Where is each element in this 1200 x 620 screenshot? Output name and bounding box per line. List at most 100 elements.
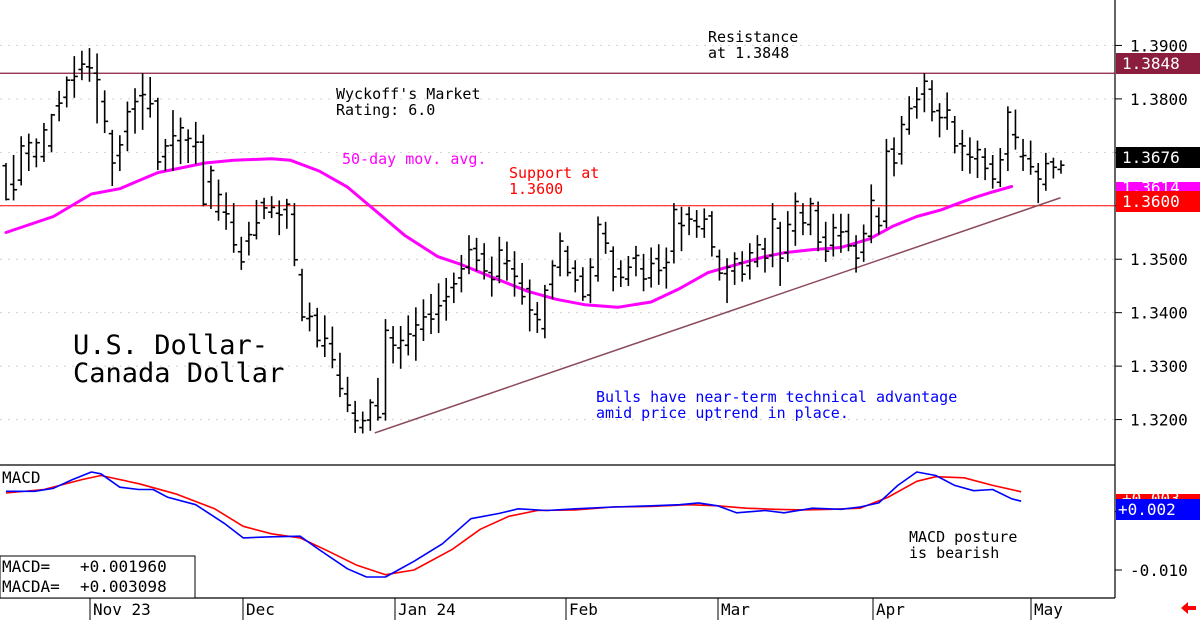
ohlc-bar: [776, 221, 784, 286]
ohlc-bar: [920, 73, 928, 113]
macd-readout: MACD= +0.001960 MACDA= +0.003098: [0, 555, 196, 599]
ohlc-bar: [252, 199, 260, 240]
ohlc-bar: [723, 258, 731, 304]
ohlc-bar: [260, 197, 268, 220]
ohlc-bar: [290, 203, 298, 267]
back-arrow-icon[interactable]: [1181, 602, 1196, 614]
ohlc-bar: [898, 115, 906, 165]
ohlc-bar: [397, 326, 405, 369]
ohlc-bar: [427, 293, 435, 335]
ohlc-bar: [177, 117, 185, 165]
ohlc-bar: [693, 210, 701, 238]
ohlc-bar: [169, 110, 177, 172]
ohlc-bar: [564, 245, 572, 277]
macda-readout-label: MACDA=: [2, 577, 60, 596]
ohlc-bar: [419, 299, 427, 341]
ohlc-bar: [844, 213, 852, 252]
ohlc-bar: [746, 243, 754, 280]
chart-title-line-1: U.S. Dollar-: [73, 330, 268, 361]
ohlc-bar: [700, 208, 708, 238]
macd-tag-text: +0.002: [1118, 500, 1176, 519]
ohlc-bar: [571, 260, 579, 293]
ohlc-bar: [154, 97, 162, 170]
ohlc-bar: [913, 87, 921, 119]
ohlc-bar: [1057, 160, 1065, 174]
support-label-line-1: Support at: [509, 164, 599, 182]
ma-label: 50-day mov. avg.: [342, 150, 487, 168]
resistance-tag-text: 1.3848: [1122, 54, 1180, 73]
ohlc-bar: [215, 179, 223, 221]
ohlc-bar: [860, 224, 868, 262]
ohlc-bar: [55, 90, 63, 122]
ohlc-bar: [511, 251, 519, 297]
ohlc-bar: [328, 326, 336, 369]
ohlc-bar: [867, 184, 875, 244]
ohlc-bar: [495, 236, 503, 284]
ohlc-bar: [617, 260, 625, 288]
ohlc-bar: [731, 252, 739, 285]
ohlc-bar: [366, 399, 374, 431]
ohlc-bar: [556, 232, 564, 277]
ohlc-bar: [678, 206, 686, 252]
ohlc-bar: [602, 221, 610, 254]
outlook-note-line-2: amid price uptrend in place.: [596, 404, 849, 422]
ohlc-bar: [989, 155, 997, 189]
ohlc-bar: [761, 237, 769, 273]
macd-panel-title: MACD: [2, 468, 41, 487]
macd-panel: 0.000-0.010 MACD +0.003 +0.002 MACD= +0.…: [0, 468, 1200, 599]
resistance-label-line-1: Resistance: [708, 28, 798, 46]
macda-line: [5, 474, 1022, 576]
ohlc-bar: [670, 203, 678, 264]
x-axis-label: Jan 24: [398, 600, 456, 619]
ohlc-bar: [146, 76, 154, 118]
ohlc-bar: [404, 315, 412, 356]
ohlc-bar: [283, 198, 291, 229]
ohlc-bar: [769, 203, 777, 268]
ohlc-bar: [875, 207, 883, 235]
ohlc-bar: [807, 197, 815, 236]
ohlc-bar: [374, 377, 382, 421]
ohlc-bar: [101, 90, 109, 134]
resistance-tag: 1.3848: [1116, 53, 1200, 74]
ohlc-bar: [594, 216, 602, 282]
ohlc-bar: [1042, 152, 1050, 191]
macd-tag: +0.002: [1116, 499, 1200, 520]
x-axis-label: Dec: [246, 600, 275, 619]
ohlc-bar: [78, 50, 86, 81]
ohlc-bar: [450, 272, 458, 304]
ohlc-bar: [936, 103, 944, 138]
ohlc-bar: [632, 245, 640, 277]
ohlc-bar: [996, 148, 1004, 188]
support-tag: 1.3600: [1116, 191, 1200, 212]
ohlc-bar: [32, 138, 40, 168]
outlook-note-line-1: Bulls have near-term technical advantage: [596, 388, 957, 406]
ohlc-bar: [412, 307, 420, 361]
macd-tick-label: -0.010: [1130, 561, 1188, 580]
ohlc-bar: [647, 247, 655, 288]
x-axis-label: Apr: [876, 600, 905, 619]
ohlc-bar: [161, 138, 169, 172]
ohlc-bar: [791, 192, 799, 246]
ohlc-bar: [1011, 109, 1019, 150]
ohlc-bar: [1049, 157, 1057, 179]
ohlc-bar: [465, 235, 473, 275]
ohlc-bar: [586, 258, 594, 304]
ohlc-bar: [344, 376, 352, 413]
ohlc-bar: [473, 237, 481, 271]
ohlc-bar: [435, 283, 443, 333]
ohlc-bar: [199, 134, 207, 207]
x-axis-labels: Nov 23 Dec Jan 24 Feb Mar Apr May: [89, 598, 1063, 620]
ohlc-bar: [852, 235, 860, 273]
ohlc-bar: [17, 136, 25, 186]
ohlc-bar: [1019, 138, 1027, 172]
ohlc-bar: [981, 148, 989, 181]
ohlc-bar: [685, 206, 693, 236]
macd-note-line-1: MACD posture: [909, 528, 1017, 546]
ohlc-bar: [503, 241, 511, 281]
ohlc-bar: [48, 113, 56, 153]
ohlc-bar: [753, 235, 761, 268]
ohlc-bar: [306, 302, 314, 332]
ohlc-bar: [518, 262, 526, 305]
x-axis-label: May: [1034, 600, 1063, 619]
